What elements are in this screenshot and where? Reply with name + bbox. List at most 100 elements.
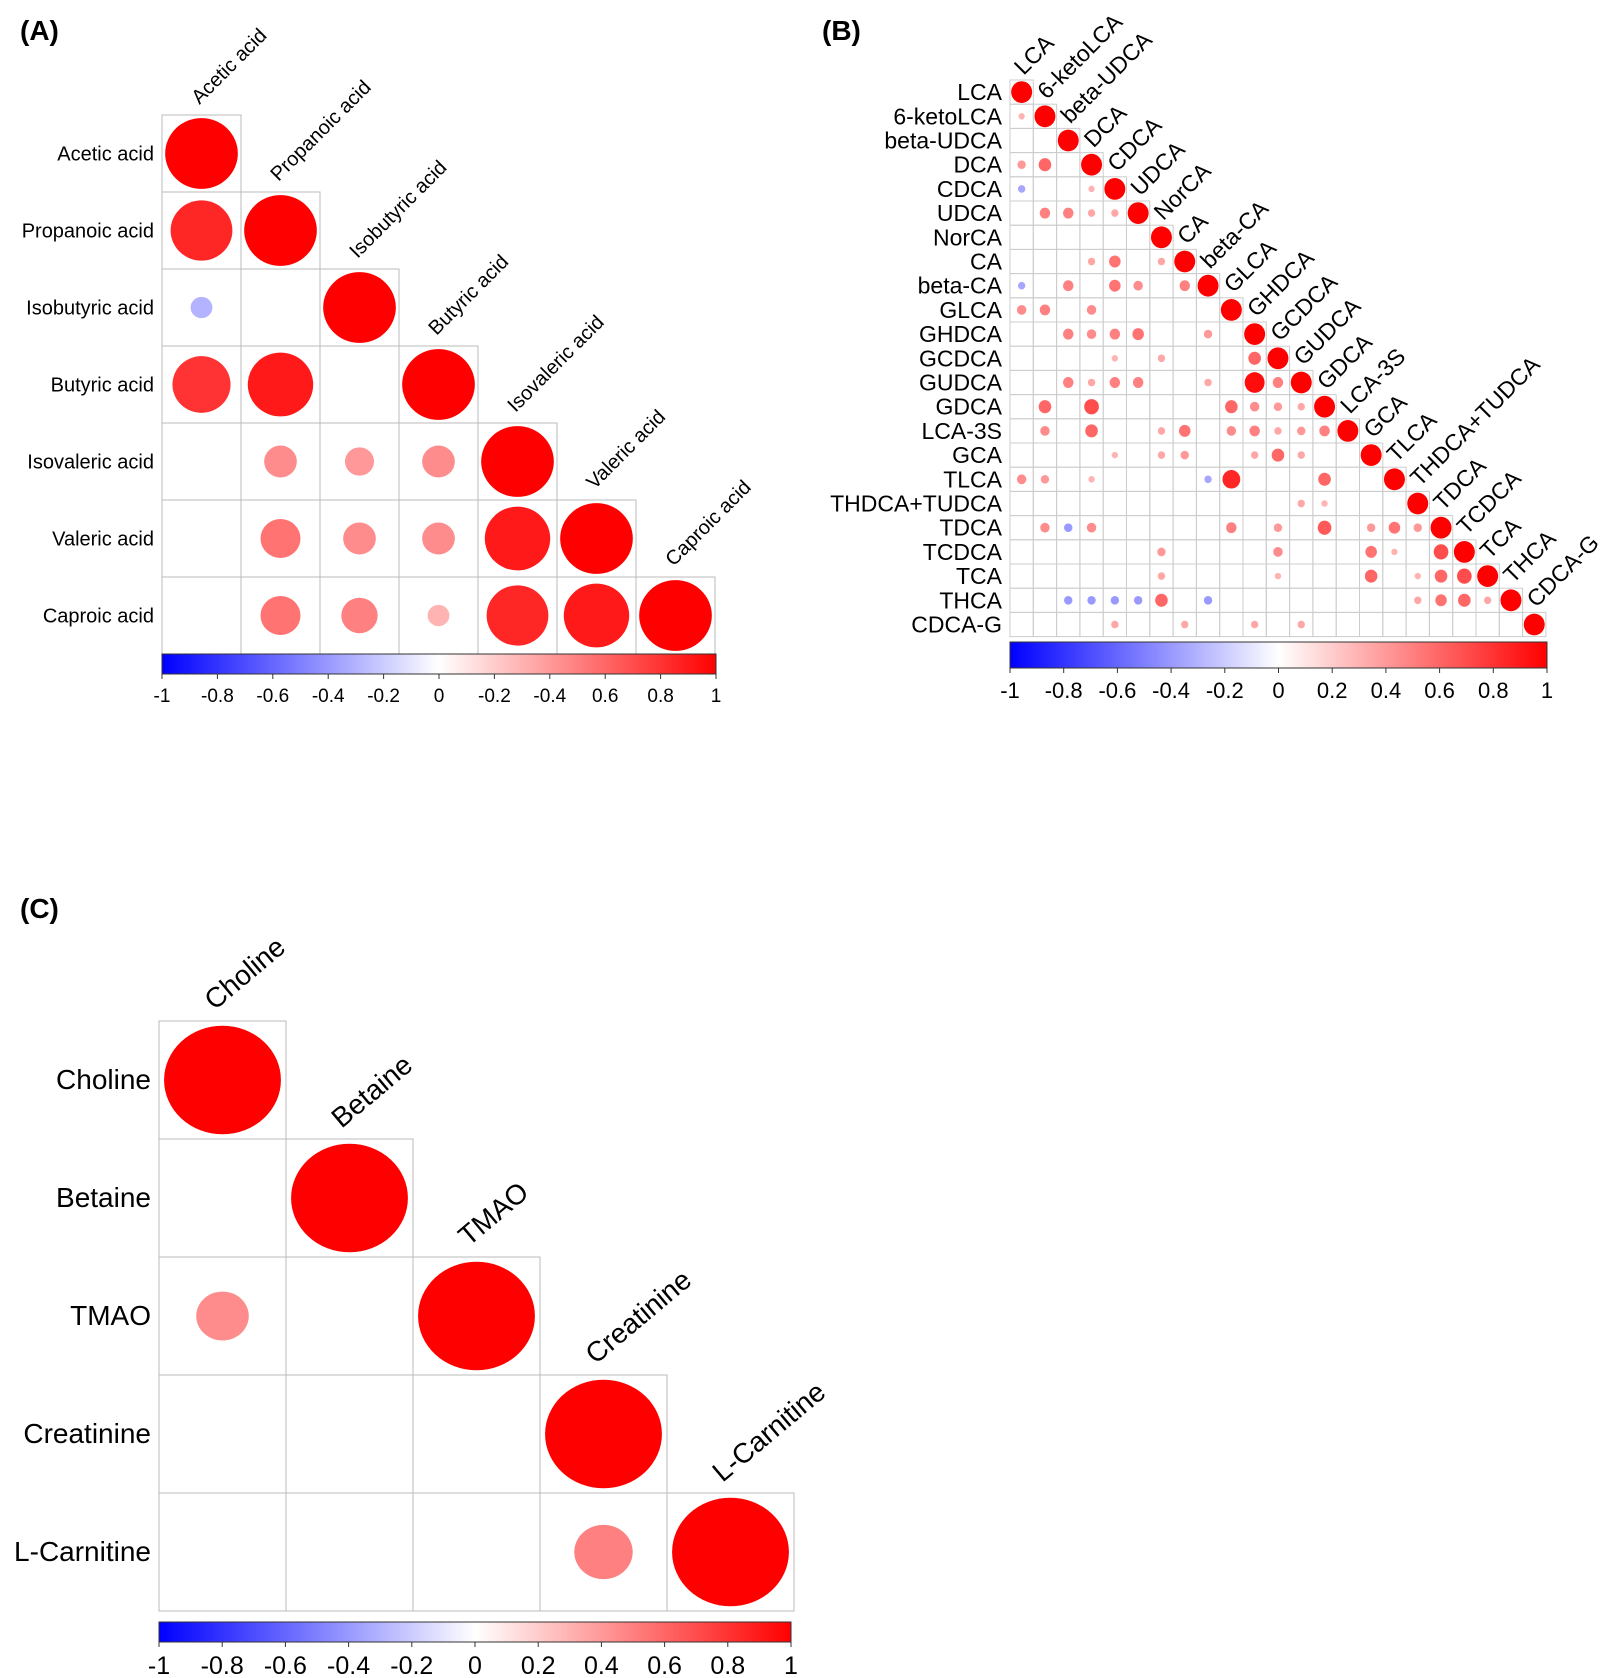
grid-cell: [1056, 345, 1081, 371]
correlation-circle: [1016, 474, 1027, 485]
grid-cell: [1498, 611, 1524, 638]
correlation-circle: [1085, 424, 1098, 438]
correlation-circle: [1271, 448, 1285, 462]
correlation-circle: [1038, 400, 1052, 414]
correlation-circle: [1203, 595, 1213, 605]
colorbar-tick-label: 0.6: [1424, 678, 1455, 703]
correlation-circle: [1063, 207, 1074, 219]
colorbar-tick-label: -0.2: [1206, 678, 1244, 703]
correlation-circle: [264, 445, 297, 478]
correlation-circle: [1434, 569, 1448, 583]
grid-cell: [1056, 176, 1081, 202]
col-label-choline: Choline: [198, 931, 291, 1016]
row-label-tcdca: TCDCA: [923, 539, 1003, 565]
colorbar-tick-label: 0.6: [592, 686, 618, 707]
correlation-circle: [1086, 329, 1097, 340]
col-label-propanoic-acid: Propanoic acid: [266, 76, 375, 185]
grid-cell: [1009, 539, 1034, 565]
grid-cell: [1032, 611, 1058, 638]
grid-cell: [1079, 490, 1104, 517]
correlation-circle: [1127, 202, 1149, 224]
row-label-udca: UDCA: [937, 200, 1003, 226]
grid-cell: [1522, 611, 1547, 638]
correlation-circle: [1040, 522, 1050, 533]
colorbar-tick-label: -0.2: [367, 686, 400, 707]
grid-cell: [1056, 442, 1081, 468]
correlation-circle: [1477, 565, 1499, 587]
correlation-circle: [1457, 568, 1472, 584]
grid-cell: [1219, 539, 1244, 565]
correlation-circle: [1500, 589, 1522, 612]
correlation-circle: [574, 1524, 633, 1580]
grid-cell: [1265, 587, 1291, 613]
grid-cell: [1009, 345, 1034, 371]
grid-cell: [1289, 587, 1314, 613]
colorbar-tick-label: -0.2: [390, 1652, 433, 1678]
correlation-circle: [1111, 451, 1118, 459]
correlation-circle: [1297, 620, 1305, 629]
correlation-circle: [1086, 522, 1097, 533]
row-label-valeric-acid: Valeric acid: [52, 529, 154, 551]
grid-cell: [1312, 563, 1337, 589]
row-label-tdca: TDCA: [939, 515, 1002, 541]
panel-label-c: (C): [20, 893, 59, 924]
correlation-circle: [1250, 620, 1259, 629]
correlation-circle: [1088, 476, 1095, 483]
grid-cell: [1242, 539, 1267, 565]
grid-cell: [1079, 345, 1104, 371]
correlation-circle: [1132, 328, 1144, 341]
col-label-isobutyric-acid: Isobutyric acid: [345, 157, 451, 263]
grid-cell: [1102, 224, 1127, 250]
row-label-thdca-tudca: THDCA+TUDCA: [830, 491, 1003, 517]
correlation-circle: [1407, 492, 1429, 515]
correlation-circle: [1109, 279, 1121, 292]
correlation-circle: [1087, 595, 1096, 605]
row-label-gcdca: GCDCA: [919, 345, 1003, 371]
row-label-beta-udca: beta-UDCA: [884, 128, 1002, 154]
correlation-circle: [1388, 521, 1401, 534]
correlation-circle: [1016, 304, 1027, 315]
correlation-circle: [1249, 401, 1260, 412]
correlation-circle: [343, 522, 376, 555]
correlation-circle: [1104, 178, 1126, 200]
grid-cell: [1079, 539, 1104, 565]
correlation-circle: [1267, 347, 1289, 370]
correlation-circle: [402, 349, 475, 420]
grid-cell: [1219, 442, 1244, 468]
colorbar-tick-label: 0.2: [1317, 678, 1348, 703]
row-label-butyric-acid: Butyric acid: [51, 375, 154, 397]
grid-cell: [1126, 418, 1151, 444]
grid-cell: [666, 1492, 795, 1612]
grid-cell: [1289, 515, 1314, 541]
grid-cell: [1032, 273, 1058, 299]
row-label-lca-3s: LCA-3S: [921, 418, 1002, 444]
correlation-circle: [1057, 129, 1079, 152]
correlation-circle: [1017, 160, 1026, 170]
grid-cell: [1172, 369, 1197, 396]
grid-cell: [1335, 515, 1360, 541]
grid-cell: [1009, 321, 1034, 347]
row-label-isovaleric-acid: Isovaleric acid: [27, 452, 154, 474]
grid-cell: [1172, 394, 1197, 420]
row-label-tmao: TMAO: [70, 1300, 151, 1331]
grid-cell: [1149, 297, 1174, 323]
correlation-circle: [1197, 274, 1219, 297]
colorbar-tick-label: -0.6: [1098, 678, 1136, 703]
grid-cell: [1335, 442, 1360, 468]
correlation-circle: [291, 1143, 408, 1253]
correlation-circle: [1244, 323, 1266, 345]
grid-cell: [1242, 587, 1267, 613]
correlation-circle: [1039, 207, 1051, 219]
correlation-circle: [1365, 545, 1377, 558]
correlation-circle: [1084, 399, 1099, 415]
correlation-circle: [560, 503, 633, 574]
grid-cell: [285, 1492, 414, 1612]
grid-cell: [285, 1374, 414, 1494]
correlation-circle: [1297, 451, 1305, 459]
grid-cell: [1102, 394, 1127, 420]
correlation-circle: [563, 583, 630, 648]
grid-cell: [1242, 563, 1267, 589]
colorbar-tick-label: -0.6: [256, 686, 289, 707]
correlation-circle: [1109, 255, 1121, 268]
col-label-creatinine: Creatinine: [579, 1264, 697, 1370]
